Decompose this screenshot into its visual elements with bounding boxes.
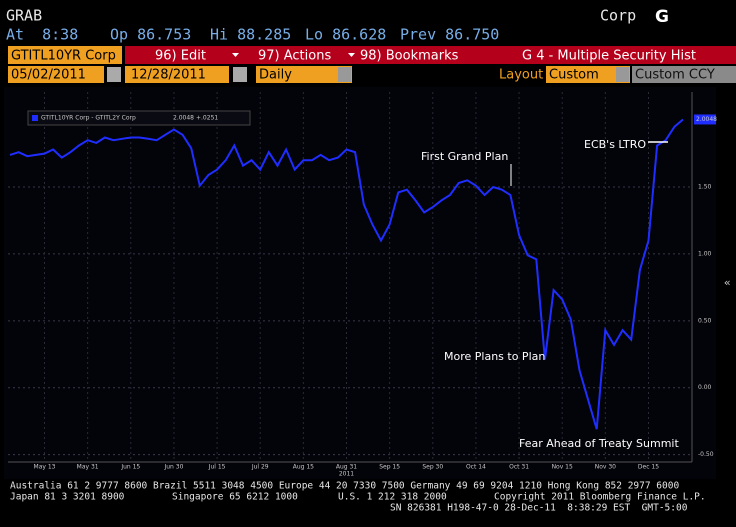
footer-item: U.S. 1 212 318 2000 — [338, 492, 447, 503]
x-tick-label: May 13 — [34, 464, 56, 471]
period[interactable]: Daily — [259, 68, 292, 83]
quote: Lo 86.628 — [305, 26, 386, 44]
layout[interactable]: Custom — [549, 68, 599, 83]
calendar-icon[interactable] — [107, 67, 121, 82]
x-tick-label: Dec 15 — [638, 464, 659, 471]
calendar-icon[interactable] — [233, 67, 247, 82]
footer-item: Singapore 65 6212 1000 — [172, 492, 298, 503]
legend-change: +.0251 — [196, 115, 218, 122]
last-value-label: 2.0048 — [696, 116, 717, 123]
x-tick-label: Jul 29 — [251, 464, 269, 471]
y-tick-label: -0.50 — [698, 451, 714, 458]
start-date[interactable]: 05/02/2011 — [11, 68, 86, 83]
x-tick-label: May 31 — [77, 464, 99, 471]
dropdown-button[interactable] — [616, 67, 629, 82]
menu-actions[interactable]: 97) Actions — [258, 49, 331, 64]
legend-last: 2.0048 — [173, 115, 194, 122]
security[interactable]: GTITL10YR Corp — [11, 49, 116, 64]
footer-line: SN 826381 H198-47-0 28-Dec-11 8:38:29 ES… — [390, 503, 688, 514]
currency-field[interactable] — [632, 66, 736, 83]
x-tick-label: Aug 15 — [293, 464, 314, 471]
x-tick-label: Nov 30 — [595, 464, 616, 471]
x-tick-label: Jul 15 — [208, 464, 226, 471]
annotation: Fear Ahead of Treaty Summit — [519, 437, 679, 450]
header-right: Corp — [600, 7, 636, 25]
currency[interactable]: Custom CCY — [635, 68, 715, 83]
x-year-label: 2011 — [339, 471, 354, 478]
period-field[interactable] — [256, 66, 352, 83]
collapse-handle[interactable]: « — [724, 276, 731, 289]
annotation: First Grand Plan — [421, 150, 508, 163]
quote: At 8:38 — [6, 26, 78, 44]
start-field[interactable] — [8, 66, 104, 83]
footer-line: Australia 61 2 9777 8600 Brazil 5511 304… — [10, 481, 679, 492]
layout-field[interactable] — [546, 66, 630, 83]
legend-label: GTITL10YR Corp - GTITL2Y Corp — [41, 115, 136, 122]
x-tick-label: Jun 30 — [163, 464, 183, 471]
quote: Prev 86.750 — [400, 26, 499, 44]
dropdown-arrow — [348, 53, 355, 57]
x-tick-label: Sep 15 — [379, 464, 400, 471]
x-tick-label: Jun 15 — [120, 464, 140, 471]
last-value-tag — [694, 114, 716, 125]
quote: Op 86.753 — [110, 26, 191, 44]
footer-item: Copyright 2011 Bloomberg Finance L.P. — [494, 492, 706, 503]
end-date[interactable]: 12/28/2011 — [131, 68, 206, 83]
y-tick-label: 1.00 — [698, 250, 712, 257]
x-tick-label: Aug 31 — [336, 464, 357, 471]
dropdown-button[interactable] — [338, 67, 351, 82]
x-tick-label: Oct 14 — [466, 464, 486, 471]
menu-edit[interactable]: 96) Edit — [155, 49, 206, 64]
quote: Hi 88.285 — [210, 26, 291, 44]
x-tick-label: Oct 31 — [509, 464, 529, 471]
function-name: G 4 - Multiple Security Hist — [522, 49, 696, 64]
legend-swatch — [32, 115, 38, 121]
footer-item: Japan 81 3 3201 8900 — [10, 492, 125, 503]
end-field[interactable] — [125, 66, 229, 83]
annotation: ECB's LTRO — [584, 138, 646, 151]
x-tick-label: Nov 15 — [552, 464, 573, 471]
annotation: More Plans to Plan — [444, 350, 545, 363]
y-tick-label: 0.50 — [698, 317, 712, 324]
x-tick-label: Sep 30 — [422, 464, 443, 471]
logo: G — [655, 7, 669, 27]
legend — [27, 110, 251, 126]
dropdown-arrow — [232, 53, 239, 57]
menu-bookmarks[interactable]: 98) Bookmarks — [360, 49, 459, 64]
layout-label: Layout — [499, 68, 543, 83]
y-tick-label: 0.00 — [698, 384, 712, 391]
header-title: GRAB — [6, 7, 42, 25]
security-field[interactable] — [8, 46, 122, 64]
menu-bar — [125, 46, 736, 64]
series-line — [9, 118, 684, 430]
y-tick-label: 1.50 — [698, 184, 712, 191]
